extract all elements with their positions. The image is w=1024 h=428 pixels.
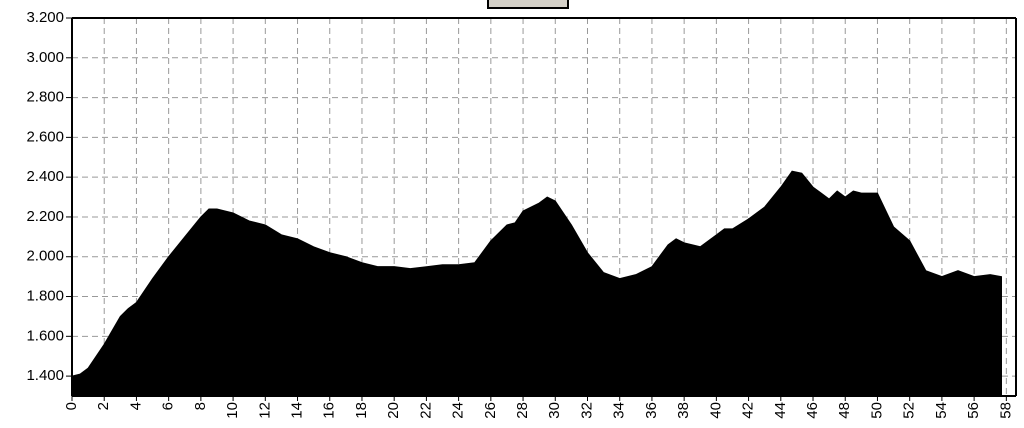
x-tick-label: 40	[707, 402, 724, 419]
x-tick-label: 14	[288, 402, 305, 419]
y-tick-label: 3.000	[26, 49, 64, 66]
title-box	[487, 0, 569, 9]
x-tick-label: 56	[965, 402, 982, 419]
x-tick-label: 16	[321, 402, 338, 419]
x-tick-label: 32	[578, 402, 595, 419]
plot	[71, 170, 1002, 397]
y-tick-label: 2.400	[26, 168, 64, 185]
y-tick-label: 2.000	[26, 248, 64, 265]
elevation-area	[71, 170, 1002, 397]
x-tick-label: 22	[417, 402, 434, 419]
axes: 1.400 1.600 1.800 2.000 2.200 2.400 2.600 2.800…	[26, 9, 1017, 419]
y-tick-label: 1.600	[26, 327, 64, 344]
x-tick-label: 52	[901, 402, 918, 419]
x-tick-label: 6	[160, 402, 177, 410]
x-tick-label: 42	[740, 402, 757, 419]
x-tick-label: 30	[546, 402, 563, 419]
y-tick-label: 1.400	[26, 367, 64, 384]
x-tick-label: 50	[868, 402, 885, 419]
y-tick-label: 3.200	[26, 9, 64, 26]
x-tick-label: 38	[675, 402, 692, 419]
x-tick-label: 10	[224, 402, 241, 419]
x-tick-label: 34	[611, 402, 628, 419]
y-tick-label: 2.200	[26, 208, 64, 225]
x-tick-label: 12	[256, 402, 273, 419]
x-tick-label: 48	[836, 402, 853, 419]
y-tick-label: 1.800	[26, 287, 64, 304]
x-tick-label: 28	[514, 402, 531, 419]
x-tick-label: 58	[997, 402, 1014, 419]
x-tick-label: 24	[450, 402, 467, 419]
x-tick-label: 46	[804, 402, 821, 419]
x-tick-label: 36	[643, 402, 660, 419]
x-tick-label: 26	[482, 402, 499, 419]
x-tick-label: 44	[772, 402, 789, 419]
x-tick-label: 8	[192, 402, 209, 410]
x-tick-label: 54	[933, 402, 950, 419]
x-tick-label: 20	[385, 402, 402, 419]
x-tick-label: 0	[63, 402, 80, 410]
y-tick-label: 2.600	[26, 128, 64, 145]
x-tick-label: 4	[127, 402, 144, 410]
y-tick-label: 2.800	[26, 89, 64, 106]
x-tick-label: 18	[353, 402, 370, 419]
x-tick-label: 2	[95, 402, 112, 410]
